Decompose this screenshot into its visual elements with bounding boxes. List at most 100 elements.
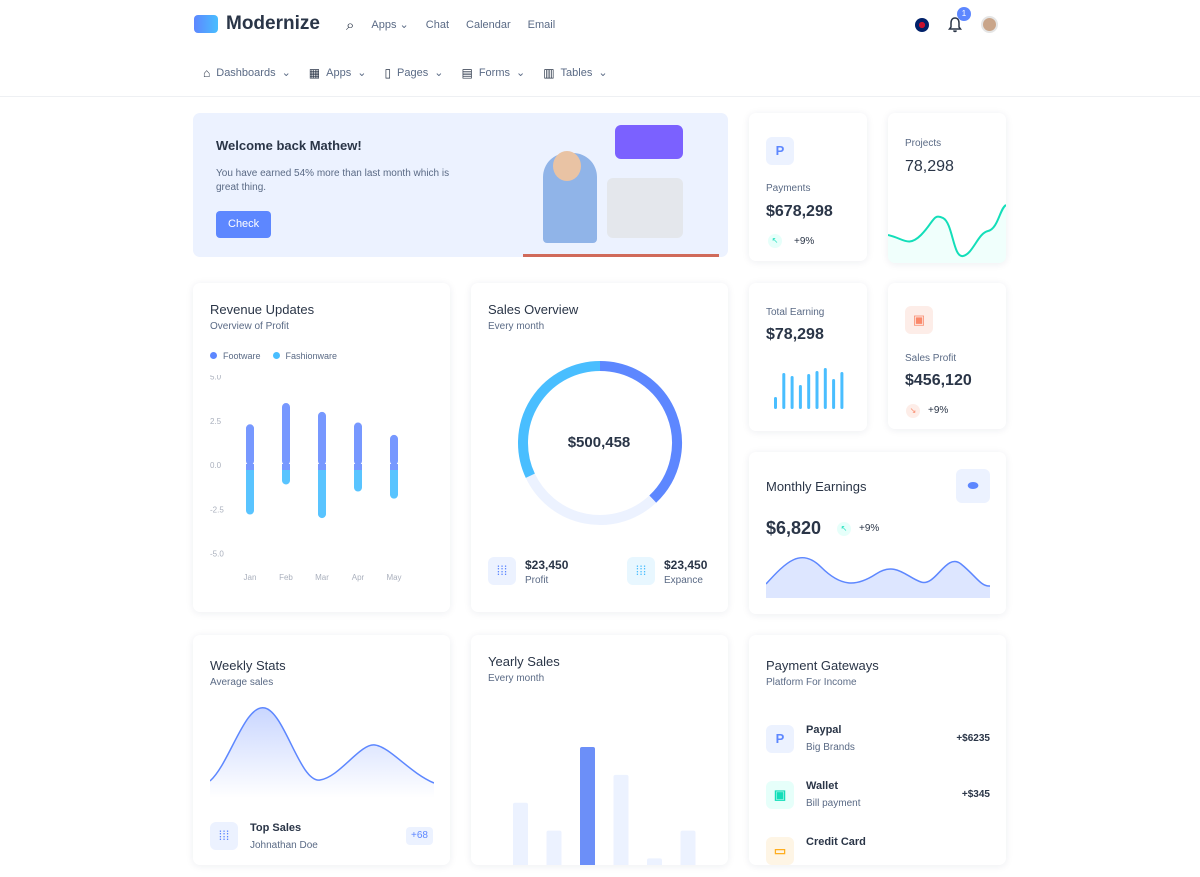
projects-card: Projects 78,298 [888, 113, 1006, 263]
gateways-subtitle: Platform For Income [766, 677, 857, 688]
sales-profit-change: +9% [928, 405, 949, 416]
y-tick-label: 5.0 [210, 375, 222, 382]
top-nav: ⌕ Apps ⌄ Chat Calendar Email [346, 17, 555, 35]
yearly-sales-card: Yearly Sales Every month [471, 635, 728, 865]
search-icon[interactable]: ⌕ [346, 17, 355, 34]
legend-footware: Footware [210, 351, 261, 362]
bar-footware-mar [318, 411, 326, 465]
expense-value: $23,450 [664, 558, 708, 572]
earning-bar [798, 385, 802, 409]
profit-label: Profit [525, 575, 549, 586]
earning-bar [774, 397, 777, 409]
sales-overview-subtitle: Every month [488, 321, 545, 332]
arrow-down-right-icon: ↘ [906, 404, 920, 418]
weekly-stats-card: Weekly Stats Average sales ⁞⁞⁞ Top Sales… [193, 635, 450, 865]
bar-fashionware-apr [354, 465, 362, 492]
gateway-item[interactable]: P Paypal Big Brands +$6235 [766, 724, 990, 765]
nav-email[interactable]: Email [527, 19, 556, 32]
chevron-down-icon: ⌄ [434, 66, 444, 79]
revenue-title: Revenue Updates [210, 302, 315, 317]
yearly-bar [513, 802, 528, 865]
sales-profit-card: ▣ Sales Profit $456,120 ↘ +9% [888, 283, 1006, 429]
earning-bar [815, 371, 819, 409]
yearly-bar [546, 830, 562, 865]
payments-value: $678,298 [766, 203, 833, 220]
language-flag-icon[interactable] [915, 18, 929, 32]
bar-footware-apr [354, 422, 362, 465]
total-earning-bars [774, 368, 844, 409]
projects-value: 78,298 [905, 158, 954, 175]
chevron-down-icon: ⌄ [598, 66, 608, 79]
menu-item-apps[interactable]: ▦ Apps ⌄ [308, 66, 367, 80]
top-header: Modernize ⌕ Apps ⌄ Chat Calendar Email 1 [0, 0, 1200, 50]
chevron-down-icon: ⌄ [281, 66, 291, 79]
nav-calendar[interactable]: Calendar [466, 19, 511, 32]
y-tick-label: 2.5 [210, 417, 222, 426]
menu-item-tables[interactable]: ▥ Tables ⌄ [543, 66, 608, 80]
y-tick-label: -2.5 [210, 505, 224, 514]
gateway-name: Paypal [806, 724, 842, 736]
arrow-up-left-icon: ↖ [837, 522, 851, 536]
menu-item-forms[interactable]: ▤ Forms ⌄ [461, 66, 526, 80]
payments-card: P Payments $678,298 ↖ +9% [749, 113, 867, 261]
weekly-area-chart [210, 707, 434, 798]
monthly-earnings-card: Monthly Earnings ⬬ $6,820 ↖ +9% [749, 452, 1006, 614]
menu-item-dashboards[interactable]: ⌂ Dashboards ⌄ [203, 66, 291, 80]
earning-bar [840, 372, 844, 409]
weekly-title: Weekly Stats [210, 658, 286, 673]
revenue-subtitle: Overview of Profit [210, 321, 289, 332]
weekly-subtitle: Average sales [210, 677, 274, 688]
wallet-icon: ▣ [766, 781, 794, 809]
bell-icon[interactable] [948, 17, 962, 33]
grid-icon: ⁞⁞⁞ [627, 557, 655, 585]
briefcase-icon: ▣ [905, 306, 933, 334]
earning-bar [807, 374, 811, 409]
x-tick-label: May [386, 573, 401, 582]
grid-icon: ⁞⁞⁞ [210, 822, 238, 850]
gateway-item[interactable]: ▣ Wallet Bill payment +$345 [766, 780, 990, 821]
logo[interactable]: Modernize [194, 13, 320, 36]
yearly-title: Yearly Sales [488, 654, 560, 669]
nav-apps[interactable]: Apps ⌄ [371, 19, 409, 32]
chevron-down-icon: ⌄ [515, 66, 526, 79]
gateway-desc: Big Brands [806, 742, 855, 753]
yearly-bar [680, 830, 696, 865]
donut-segment-0 [599, 361, 682, 503]
earning-bar [790, 376, 794, 409]
revenue-legend: Footware Fashionware [210, 351, 337, 362]
donut-segment-1 [525, 473, 657, 525]
nav-chat[interactable]: Chat [425, 19, 450, 32]
payment-gateways-card: Payment Gateways Platform For Income P P… [749, 635, 1006, 865]
apps-icon: ▦ [308, 66, 321, 80]
earning-bar [832, 379, 836, 409]
gateway-amount: +$345 [961, 789, 990, 800]
monthly-title: Monthly Earnings [766, 479, 867, 494]
projects-sparkline [888, 204, 1006, 263]
bar-fashionware-jan [246, 465, 254, 515]
x-tick-label: Feb [279, 573, 293, 582]
donut-segment-2 [518, 361, 601, 478]
legend-fashionware: Fashionware [272, 351, 337, 362]
file-icon: ▤ [461, 66, 473, 80]
gateway-item[interactable]: ▭ Credit Card [766, 836, 990, 877]
avatar[interactable] [981, 16, 998, 33]
grid-icon: ⁞⁞⁞ [488, 557, 516, 585]
total-earning-card: Total Earning $78,298 [749, 283, 867, 431]
sales-overview-title: Sales Overview [488, 302, 579, 317]
welcome-banner: Welcome back Mathew! You have earned 54%… [193, 113, 728, 257]
sales-donut-chart [518, 361, 682, 525]
brand-name: Modernize [226, 13, 320, 34]
main-menu: ⌂ Dashboards ⌄ ▦ Apps ⌄ ▯ Pages ⌄ ▤ Forms ⌄ ▥ Tables ⌄ [0, 50, 1200, 97]
top-sales-name: Johnathan Doe [250, 840, 318, 851]
yearly-bar [613, 774, 629, 865]
welcome-text: You have earned 54% more than last month… [216, 168, 450, 193]
gateway-name: Wallet [806, 780, 838, 792]
check-button[interactable]: Check [216, 211, 272, 239]
menu-item-pages[interactable]: ▯ Pages ⌄ [384, 66, 444, 80]
payments-label: Payments [766, 183, 811, 194]
toggle-icon[interactable]: ⬬ [956, 469, 990, 503]
home-icon: ⌂ [203, 66, 211, 80]
bar-joint [246, 464, 254, 470]
bar-footware-jan [246, 424, 254, 465]
yearly-bar-chart [513, 747, 696, 865]
